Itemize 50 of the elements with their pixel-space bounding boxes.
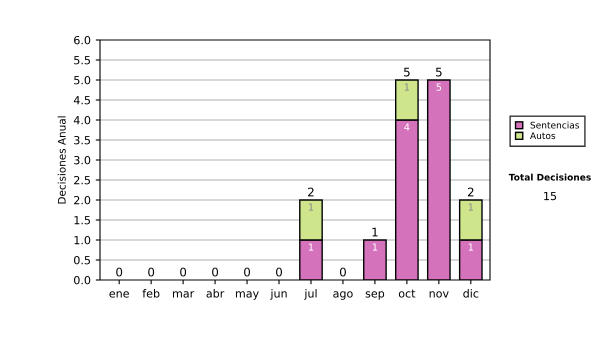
data-label: 1 [372, 244, 378, 251]
y-tick-label: 2.0 [74, 196, 90, 204]
data-label: 5 [436, 84, 442, 91]
x-tick-label: jun [270, 289, 287, 300]
text: 15 [544, 192, 556, 200]
total-label: 0 [244, 268, 250, 277]
total-label: 1 [372, 228, 378, 236]
legend-label: Sentencias [530, 122, 580, 129]
text: Total Decisiones [508, 174, 591, 181]
x-tick-label: abr [206, 289, 224, 298]
y-tick-label: 4.0 [74, 116, 90, 124]
y-tick-label: 1.5 [74, 216, 90, 224]
total-label: 5 [436, 68, 442, 77]
total-label: 0 [276, 268, 282, 277]
y-tick-label: 1.0 [74, 236, 90, 244]
total-label: 0 [340, 268, 346, 277]
y-tick-label: 4.5 [74, 96, 90, 104]
y-tick-label: 3.5 [74, 136, 90, 144]
y-tick-label: 5.0 [74, 76, 90, 84]
total-label: 5 [404, 68, 410, 77]
total-label: 0 [116, 268, 122, 277]
x-tick-label: feb [142, 289, 160, 298]
x-tick-label: sep [366, 291, 384, 300]
y-axis-title: Decisiones Anual [58, 116, 66, 204]
x-tick-label: dic [463, 289, 478, 298]
data-label: 1 [404, 84, 410, 91]
total-label: 0 [148, 268, 154, 277]
legend-label: Autos [530, 132, 556, 140]
x-tick-label: mar [173, 291, 194, 298]
x-tick-label: ago [333, 291, 353, 300]
x-tick-label: may [236, 291, 259, 300]
x-tick-label: ene [109, 291, 129, 298]
y-tick-label: 5.5 [74, 56, 90, 64]
y-tick-label: 6.0 [74, 36, 90, 44]
y-tick-label: 0.5 [74, 256, 90, 264]
y-tick-label: 2.5 [74, 176, 90, 184]
y-tick-label: 3.0 [74, 156, 90, 164]
x-tick-label: jul [304, 289, 317, 300]
total-label: 0 [180, 268, 186, 277]
total-label: 0 [212, 268, 218, 277]
data-label: 1 [308, 204, 314, 211]
data-label: 4 [404, 124, 410, 131]
total-label: 2 [468, 188, 474, 196]
x-tick-label: oct [398, 290, 416, 298]
data-label: 1 [308, 244, 314, 251]
data-label: 1 [468, 204, 474, 211]
total-label: 2 [308, 188, 314, 196]
y-tick-label: 0.0 [74, 276, 90, 284]
data-label: 1 [468, 244, 474, 251]
x-tick-label: nov [430, 291, 449, 298]
